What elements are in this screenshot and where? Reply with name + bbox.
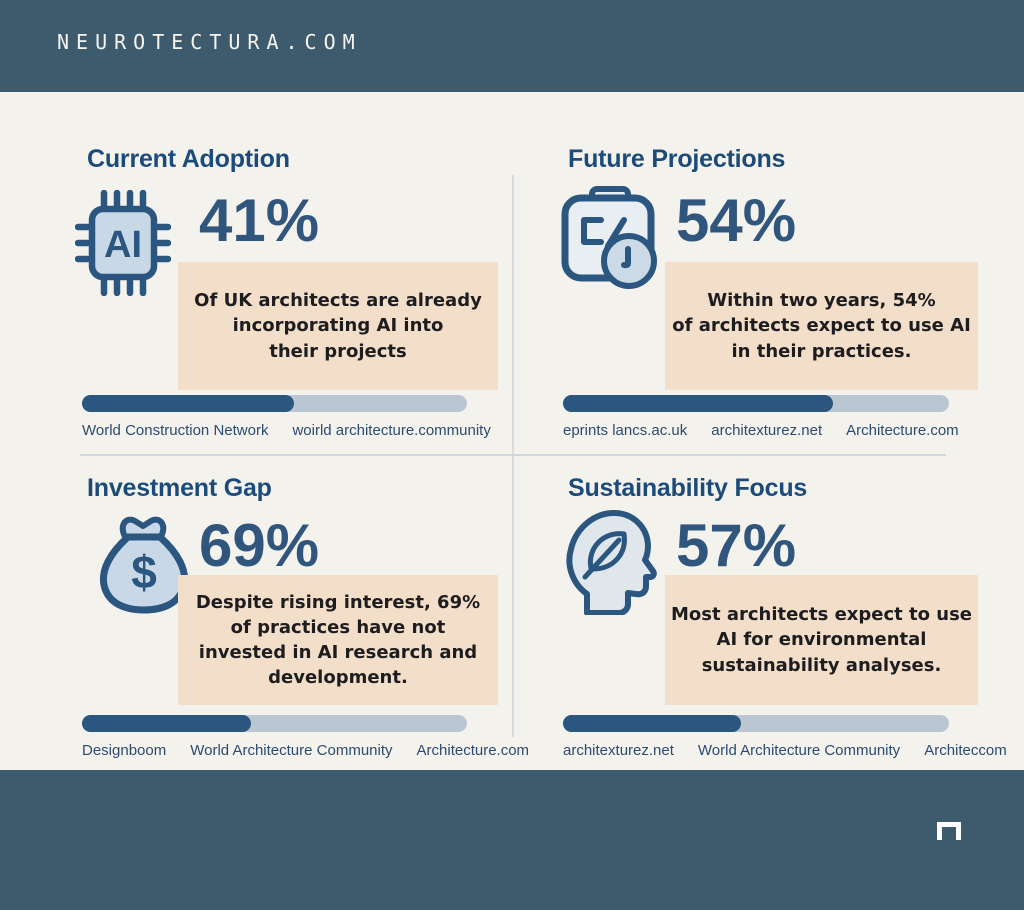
stat-value: 54% xyxy=(676,187,797,254)
vertical-divider xyxy=(512,175,514,737)
sources-row: Designboom World Architecture Community … xyxy=(82,742,529,759)
source-item: architexturez.net xyxy=(563,742,674,759)
progress-bar-fill xyxy=(563,395,834,412)
card-current-adoption: Current Adoption AI 41% Of UK architects… xyxy=(74,145,515,475)
progress-bar-fill xyxy=(82,395,294,412)
card-future-projections: Future Projections 54% Within two years,… xyxy=(556,145,996,475)
progress-bar xyxy=(82,715,467,732)
svg-text:AI: AI xyxy=(104,224,142,266)
sources-row: architexturez.net World Architecture Com… xyxy=(563,742,1007,759)
progress-bar xyxy=(563,395,949,412)
card-investment-gap: Investment Gap $ 69% Despite rising inte… xyxy=(75,474,529,804)
stat-description-box: Despite rising interest, 69% of practice… xyxy=(178,575,498,705)
stat-description-box: Of UK architects are already incorporati… xyxy=(178,262,498,390)
card-sustainability-focus: Sustainability Focus 57% Most architects… xyxy=(556,474,1007,804)
calendar-clock-icon xyxy=(558,186,662,297)
card-title: Future Projections xyxy=(568,145,786,173)
stat-description-box: Most architects expect to use AI for env… xyxy=(665,575,978,705)
source-item: World Architecture Community xyxy=(190,742,393,759)
horizontal-divider xyxy=(80,454,946,456)
head-leaf-icon xyxy=(563,507,657,620)
card-title: Sustainability Focus xyxy=(568,474,808,502)
n-arch-logo-icon xyxy=(937,822,961,840)
source-item: Architecture.com xyxy=(846,422,959,439)
source-item: Architeccom xyxy=(924,742,1007,759)
money-bag-icon: $ xyxy=(91,512,197,619)
progress-bar-fill xyxy=(563,715,741,732)
stat-description: Of UK architects are already incorporati… xyxy=(194,290,482,362)
source-item: World Architecture Community xyxy=(697,742,901,759)
site-logo: NEUROTECTURA.COM xyxy=(57,30,362,54)
footer-bar xyxy=(0,770,1024,910)
source-item: woirld architecture.community xyxy=(292,422,491,439)
source-item: World Construction Network xyxy=(82,422,269,439)
source-item: architexturez.net xyxy=(711,422,823,439)
source-item: Designboom xyxy=(82,742,167,759)
stat-value: 41% xyxy=(199,187,320,254)
stat-value: 69% xyxy=(199,512,320,579)
ai-chip-icon: AI xyxy=(74,189,172,301)
stat-description: Within two years, 54% of architects expe… xyxy=(672,290,971,362)
stat-description: Despite rising interest, 69% of practice… xyxy=(195,591,481,689)
svg-text:$: $ xyxy=(131,546,157,598)
source-item: eprints lancs.ac.uk xyxy=(563,422,688,439)
stat-value: 57% xyxy=(676,512,797,579)
card-title: Investment Gap xyxy=(87,474,272,502)
progress-bar xyxy=(82,395,467,412)
sources-row: World Construction Network woirld archit… xyxy=(82,422,491,439)
stat-description: Most architects expect to use AI for env… xyxy=(670,604,973,676)
header-bar: NEUROTECTURA.COM xyxy=(0,0,1024,92)
stat-description-box: Within two years, 54% of architects expe… xyxy=(665,262,978,390)
sources-row: eprints lancs.ac.uk architexturez.net Ar… xyxy=(563,422,959,439)
progress-bar xyxy=(563,715,949,732)
source-item: Architecture.com xyxy=(416,742,530,759)
progress-bar-fill xyxy=(82,715,252,732)
card-title: Current Adoption xyxy=(87,145,290,173)
